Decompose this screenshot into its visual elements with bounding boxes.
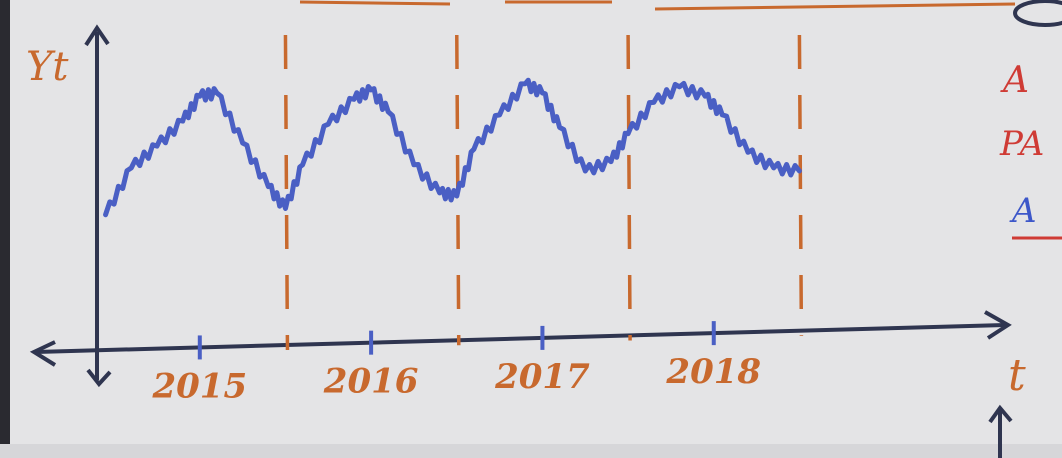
corner-loop-mark — [1013, 0, 1062, 27]
year-tick-label: 2016 — [323, 362, 419, 402]
year-tick-label: 2018 — [665, 352, 761, 392]
year-tick-label: 2017 — [494, 357, 590, 397]
margin-note-pa: PA — [999, 124, 1044, 164]
y-axis-label: Yt — [26, 44, 69, 90]
year-tick-labels: 2015 2016 2017 2018 — [151, 352, 761, 406]
left-edge-shadow — [0, 0, 10, 458]
margin-note-a: A — [1000, 60, 1029, 101]
year-boundary-lines — [283, 34, 804, 351]
x-axis — [29, 310, 1012, 367]
margin-up-arrow — [988, 404, 1013, 458]
year-boundary-line — [797, 34, 804, 336]
series-layer — [103, 77, 802, 218]
margin-note-a-blue: A — [1009, 191, 1037, 231]
x-axis-label: t — [1008, 350, 1026, 401]
y-axis — [84, 24, 112, 388]
year-boundary-line — [283, 34, 290, 351]
year-tick-label: 2015 — [151, 366, 247, 406]
year-boundary-line — [626, 34, 632, 341]
year-boundary-line — [455, 34, 461, 346]
top-marker-strokes — [299, 0, 1062, 27]
year-tick-marks — [197, 321, 716, 360]
series-line — [103, 77, 802, 218]
bottom-edge-shadow — [0, 444, 1062, 458]
